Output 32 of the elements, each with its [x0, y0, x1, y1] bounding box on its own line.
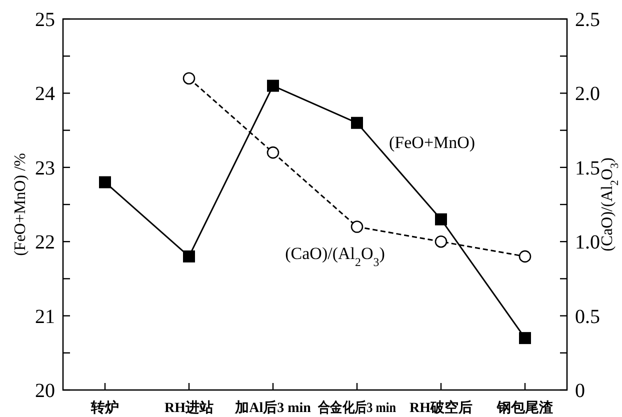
x-tick-label: RH进站 [164, 400, 214, 416]
y-tick-label: 22 [35, 232, 55, 254]
y2-tick-label: 2.5 [575, 9, 600, 31]
point [351, 116, 363, 129]
y-tick-label: 24 [35, 83, 55, 106]
point [518, 250, 532, 263]
y-axis-title: (FeO+MnO) /% [12, 153, 29, 256]
series-label: (FeO+MnO) [389, 132, 476, 152]
y2-tick-label: 1.0 [575, 232, 600, 254]
x-tick-label: RH破空后 [410, 399, 472, 416]
x-tick-label: 合金化后3 min [317, 399, 408, 416]
y-tick-label: 20 [35, 380, 55, 402]
point [434, 235, 448, 248]
x-tick-label: 钢包尾渣 [496, 400, 553, 416]
point [266, 146, 280, 159]
x-tick-label: 转炉 [90, 399, 119, 416]
point [350, 220, 364, 233]
y2-tick-label: 1.5 [575, 157, 600, 180]
y2-tick-label: 2.0 [575, 83, 600, 106]
point [519, 332, 531, 344]
x-tick-label: 加Al后3 min [234, 399, 312, 416]
point [183, 250, 195, 262]
series-label: (CaO)/(Al$_{2}$O$_{3}$) [285, 244, 385, 269]
point [182, 72, 196, 85]
y-tick-label: 23 [35, 157, 55, 180]
point [267, 80, 279, 92]
y2-tick-label: 0.5 [575, 306, 600, 328]
point [99, 176, 111, 188]
y2-tick-label: 0 [575, 380, 585, 402]
point [435, 213, 447, 226]
y-tick-label: 21 [35, 306, 55, 328]
y-tick-label: 25 [35, 9, 55, 31]
